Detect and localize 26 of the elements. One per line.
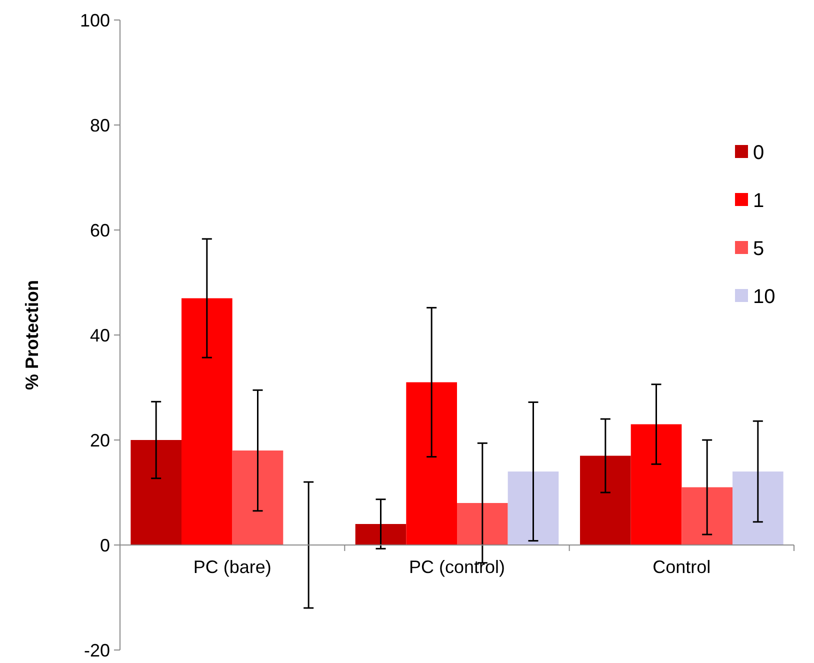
y-tick-label: 0	[100, 535, 110, 556]
y-tick-label: 20	[90, 430, 110, 450]
bar	[682, 487, 732, 545]
bar	[406, 382, 457, 545]
y-tick-label: 60	[90, 220, 110, 240]
bar	[232, 450, 284, 545]
bar	[508, 472, 559, 545]
x-tick-label: PC (bare)	[193, 557, 272, 577]
bar	[130, 440, 182, 545]
bar	[355, 524, 406, 545]
bar	[457, 503, 508, 545]
y-tick-label: 40	[90, 325, 110, 346]
legend-label: 5	[753, 238, 764, 260]
bar	[580, 456, 631, 545]
legend-label: 10	[753, 286, 776, 308]
x-tick-label: Control	[652, 557, 711, 577]
legend-label: 0	[753, 142, 764, 164]
bar	[182, 298, 232, 545]
y-tick-label: 80	[90, 115, 110, 136]
bar	[630, 424, 682, 545]
bar	[732, 472, 784, 545]
y-tick-label: -20	[84, 640, 110, 660]
y-axis-title: % Protection	[22, 280, 42, 390]
x-tick-label: PC (control)	[408, 557, 506, 577]
legend-label: 1	[753, 190, 764, 212]
y-tick-label: 100	[80, 10, 110, 30]
